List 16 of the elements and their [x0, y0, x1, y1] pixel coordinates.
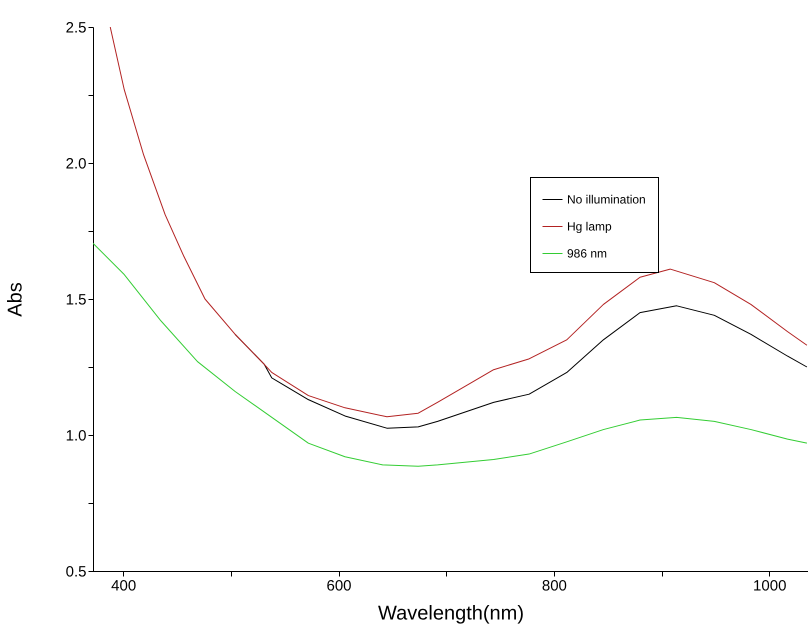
y-axis-title: Abs: [4, 282, 27, 317]
x-tick-label: 1000: [753, 578, 786, 594]
y-tick-label: 0.5: [66, 564, 86, 580]
legend-label: 986 nm: [567, 246, 608, 260]
y-tick-label: 1.5: [66, 292, 86, 308]
y-tick-label: 2.0: [66, 156, 86, 172]
line-series: [93, 242, 808, 467]
x-tick-label: 400: [111, 578, 136, 594]
line-series: [110, 27, 808, 418]
legend-label: No illumination: [567, 192, 646, 206]
y-tick-label: 1.0: [66, 428, 86, 444]
y-tick-label: 2.5: [66, 20, 86, 36]
x-tick-label: 600: [326, 578, 352, 594]
x-axis-title: Wavelength(nm): [378, 602, 524, 624]
legend-label: Hg lamp: [567, 220, 612, 234]
x-tick-label: 800: [542, 578, 567, 594]
